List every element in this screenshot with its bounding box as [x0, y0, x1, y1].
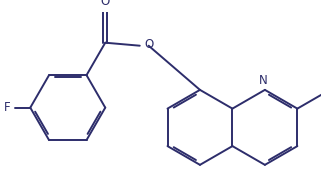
Text: O: O — [144, 38, 153, 51]
Text: O: O — [101, 0, 110, 8]
Text: F: F — [4, 101, 11, 114]
Text: N: N — [259, 74, 267, 88]
